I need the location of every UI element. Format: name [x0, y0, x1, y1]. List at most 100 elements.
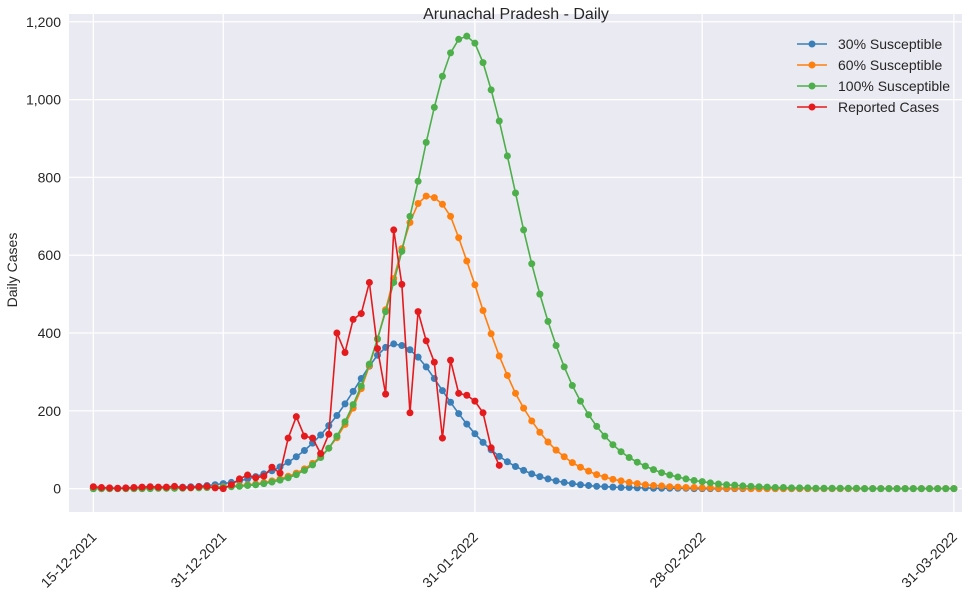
data-point — [260, 480, 268, 488]
data-point — [852, 484, 860, 492]
y-tick-label: 1,000 — [26, 92, 61, 108]
data-point — [162, 483, 170, 491]
data-point — [479, 409, 487, 417]
data-point — [609, 483, 617, 491]
data-point — [317, 431, 325, 439]
data-point — [438, 200, 446, 208]
data-point — [503, 371, 511, 379]
data-point — [284, 474, 292, 482]
y-axis-title: Daily Cases — [4, 233, 20, 308]
data-point — [300, 447, 308, 455]
data-point — [650, 482, 658, 490]
data-point — [836, 484, 844, 492]
data-point — [690, 476, 698, 484]
data-point — [585, 467, 593, 475]
data-point — [723, 481, 731, 489]
data-point — [544, 317, 552, 325]
data-point — [349, 315, 357, 323]
data-point — [309, 461, 317, 469]
data-point — [585, 482, 593, 490]
data-point — [495, 461, 503, 469]
data-point — [528, 417, 536, 425]
data-point — [211, 484, 219, 492]
data-point — [463, 391, 471, 399]
legend-item: 30% Susceptible — [797, 36, 943, 52]
y-tick-label: 0 — [53, 481, 61, 497]
data-point — [796, 484, 804, 492]
data-point — [357, 310, 365, 318]
legend-marker — [808, 82, 816, 90]
data-point — [658, 469, 666, 477]
data-point — [536, 428, 544, 436]
data-point — [219, 485, 227, 493]
x-tick-label: 31-03-2022 — [898, 529, 960, 591]
data-point — [674, 483, 682, 491]
data-point — [869, 485, 877, 493]
y-tick-label: 1,200 — [26, 14, 61, 30]
data-point — [471, 39, 479, 47]
data-point — [495, 452, 503, 460]
data-point — [357, 382, 365, 390]
data-point — [885, 485, 893, 493]
data-point — [138, 483, 146, 491]
data-point — [422, 138, 430, 146]
data-point — [593, 482, 601, 490]
data-point — [341, 348, 349, 356]
data-point — [373, 335, 381, 343]
data-point — [227, 481, 235, 489]
data-point — [463, 32, 471, 40]
data-point — [341, 418, 349, 426]
y-tick-label: 200 — [38, 403, 62, 419]
data-point — [463, 420, 471, 428]
data-point — [479, 59, 487, 67]
data-point — [487, 444, 495, 452]
data-point — [300, 466, 308, 474]
data-point — [333, 329, 341, 337]
data-point — [430, 194, 438, 202]
data-point — [609, 475, 617, 483]
data-point — [739, 482, 747, 490]
data-point — [731, 481, 739, 489]
data-point — [528, 260, 536, 268]
data-point — [520, 466, 528, 474]
data-point — [706, 484, 714, 492]
data-point — [349, 387, 357, 395]
data-point — [195, 483, 203, 491]
data-point — [714, 480, 722, 488]
data-point — [154, 483, 162, 491]
data-point — [455, 234, 463, 242]
data-point — [601, 432, 609, 440]
data-point — [503, 458, 511, 466]
data-point — [252, 474, 260, 482]
data-point — [544, 475, 552, 483]
data-point — [455, 389, 463, 397]
data-point — [422, 337, 430, 345]
data-point — [438, 72, 446, 80]
data-point — [89, 483, 97, 491]
y-tick-label: 800 — [38, 169, 62, 185]
data-point — [382, 390, 390, 398]
data-point — [609, 441, 617, 449]
data-point — [917, 485, 925, 493]
legend-label: 30% Susceptible — [838, 36, 943, 52]
y-gridlines — [69, 21, 962, 490]
data-point — [625, 483, 633, 491]
data-point — [487, 86, 495, 94]
data-point — [309, 434, 317, 442]
data-point — [292, 453, 300, 461]
data-point — [203, 482, 211, 490]
data-point — [893, 485, 901, 493]
data-point — [552, 341, 560, 349]
x-tick-label: 28-02-2022 — [646, 529, 708, 591]
data-point — [909, 485, 917, 493]
data-point — [633, 480, 641, 488]
data-point — [398, 247, 406, 255]
data-point — [146, 483, 154, 491]
data-point — [658, 482, 666, 490]
data-point — [406, 409, 414, 417]
data-point — [438, 434, 446, 442]
data-point — [844, 484, 852, 492]
data-point — [512, 189, 519, 197]
data-point — [97, 483, 105, 491]
